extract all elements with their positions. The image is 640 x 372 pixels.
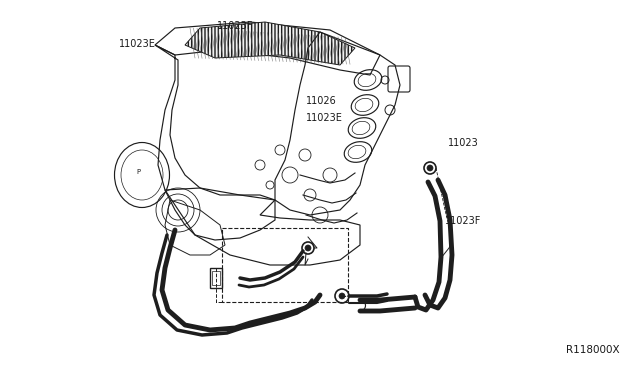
- Bar: [212, 271, 220, 285]
- Circle shape: [427, 165, 433, 171]
- Polygon shape: [185, 22, 355, 65]
- Text: R118000X: R118000X: [566, 345, 620, 355]
- Text: P: P: [136, 169, 140, 175]
- Text: 11023E: 11023E: [306, 113, 343, 123]
- Circle shape: [302, 242, 314, 254]
- Text: 11026: 11026: [306, 96, 337, 106]
- Bar: [210, 268, 222, 288]
- Text: 11023E: 11023E: [119, 39, 156, 49]
- Text: 11023F: 11023F: [218, 21, 253, 31]
- Text: 11023: 11023: [448, 138, 479, 148]
- Circle shape: [305, 245, 311, 251]
- Circle shape: [339, 293, 345, 299]
- Circle shape: [335, 289, 349, 303]
- Text: 11023F: 11023F: [445, 217, 481, 226]
- Circle shape: [424, 162, 436, 174]
